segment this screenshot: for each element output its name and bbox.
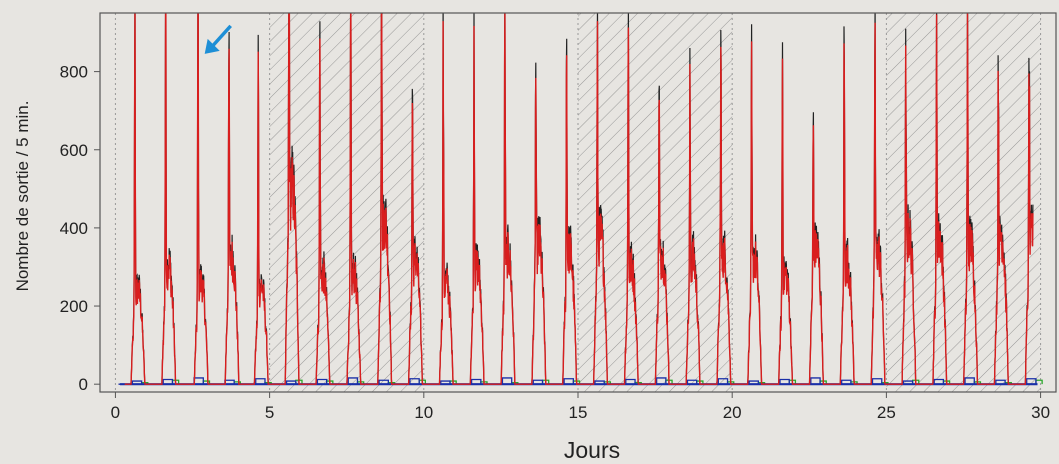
dotted-day-lines bbox=[114, 13, 1042, 392]
y-tick-label-1: 200 bbox=[60, 297, 88, 316]
y-tick-label-0: 0 bbox=[79, 375, 88, 394]
x-tick-label-4: 20 bbox=[723, 403, 742, 422]
x-tick-label-3: 15 bbox=[569, 403, 588, 422]
x-tick-label-0: 0 bbox=[111, 403, 120, 422]
y-tick-label-4: 800 bbox=[60, 63, 88, 82]
y-axis: 0 200 400 600 800 bbox=[60, 63, 100, 394]
shaded-range-1 bbox=[578, 13, 733, 392]
x-tick-label-5: 25 bbox=[877, 403, 896, 422]
shaded-range-2 bbox=[886, 13, 1041, 392]
y-tick-label-2: 400 bbox=[60, 219, 88, 238]
y-axis-title: Nombre de sortie / 5 min. bbox=[13, 101, 32, 292]
y-tick-label-3: 600 bbox=[60, 141, 88, 160]
x-tick-label-6: 30 bbox=[1031, 403, 1050, 422]
x-tick-label-1: 5 bbox=[265, 403, 274, 422]
x-tick-label-2: 10 bbox=[414, 403, 433, 422]
annotation-arrow bbox=[204, 24, 232, 54]
series-main-line bbox=[124, 13, 1034, 385]
x-axis-title: Jours bbox=[564, 437, 620, 463]
series-layer bbox=[118, 13, 1043, 386]
weekend-hatch-group bbox=[269, 13, 1041, 392]
x-axis: 0 5 10 15 20 25 30 bbox=[111, 392, 1050, 422]
